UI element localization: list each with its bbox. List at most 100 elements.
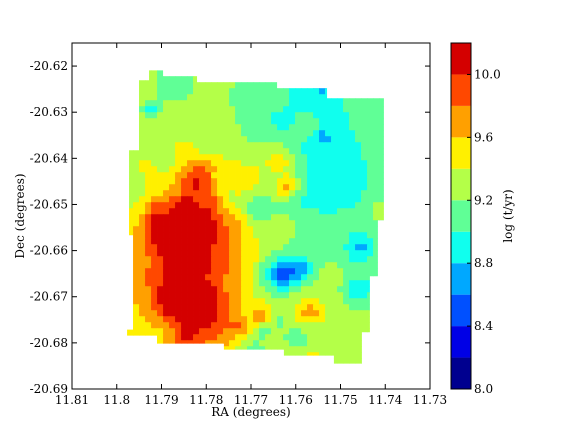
heatmap-cell <box>223 100 230 107</box>
heatmap-cell <box>367 130 374 137</box>
heatmap-cell <box>229 280 236 287</box>
heatmap-cell <box>373 220 380 227</box>
heatmap-cell <box>337 226 344 233</box>
heatmap-cell <box>349 244 356 251</box>
heatmap-cell <box>199 304 206 311</box>
heatmap-cell <box>157 100 164 107</box>
heatmap-cell <box>307 154 314 161</box>
heatmap-cell <box>361 154 368 161</box>
heatmap-cell <box>157 226 164 233</box>
heatmap-cell <box>145 94 152 101</box>
heatmap-cell <box>229 328 236 335</box>
heatmap-cell <box>205 280 212 287</box>
heatmap-cell <box>259 262 266 269</box>
heatmap-cell <box>151 292 158 299</box>
heatmap-cell <box>169 160 176 167</box>
heatmap-cell <box>247 106 254 113</box>
heatmap-cell <box>373 202 380 209</box>
heatmap-cell <box>349 298 356 305</box>
heatmap-cell <box>289 214 296 221</box>
heatmap-cell <box>331 232 338 239</box>
heatmap-cell <box>349 232 356 239</box>
heatmap-cell <box>163 250 170 257</box>
heatmap-cell <box>181 280 188 287</box>
heatmap-cell <box>145 88 152 95</box>
heatmap-cell <box>307 316 314 323</box>
heatmap-cell <box>187 88 194 95</box>
heatmap-cell <box>163 322 170 329</box>
heatmap-cell <box>187 238 194 245</box>
heatmap-cell <box>253 100 260 107</box>
heatmap-cell <box>319 310 326 317</box>
heatmap-cell <box>217 190 224 197</box>
heatmap-cell <box>307 334 314 341</box>
heatmap-cell <box>283 112 290 119</box>
heatmap-cell <box>247 142 254 149</box>
heatmap-cell <box>253 226 260 233</box>
heatmap-cell <box>337 340 344 347</box>
heatmap-cell <box>295 244 302 251</box>
y-tick-label: -20.63 <box>30 105 68 119</box>
heatmap-cell <box>337 202 344 209</box>
heatmap-cell <box>181 328 188 335</box>
heatmap-cell <box>199 202 206 209</box>
heatmap-cell <box>283 202 290 209</box>
y-tick-label: -20.64 <box>30 151 69 165</box>
heatmap-cell <box>127 328 134 335</box>
heatmap-cell <box>157 244 164 251</box>
heatmap-cell <box>319 166 326 173</box>
heatmap-cell <box>379 178 386 185</box>
heatmap-cell <box>211 328 218 335</box>
heatmap-cell <box>289 340 296 347</box>
heatmap-cell <box>379 100 386 107</box>
heatmap-cell <box>355 196 362 203</box>
heatmap-cell <box>187 262 194 269</box>
heatmap-cell <box>259 130 266 137</box>
heatmap-cell <box>325 196 332 203</box>
heatmap-cell <box>343 184 350 191</box>
heatmap-cell <box>205 136 212 143</box>
heatmap-cell <box>229 268 236 275</box>
heatmap-cell <box>211 232 218 239</box>
heatmap-cell <box>361 100 368 107</box>
heatmap-cell <box>199 94 206 101</box>
heatmap-cell <box>265 112 272 119</box>
heatmap-cell <box>361 148 368 155</box>
heatmap-cell <box>241 118 248 125</box>
heatmap-cell <box>181 88 188 95</box>
heatmap-cell <box>337 160 344 167</box>
heatmap-cell <box>295 310 302 317</box>
heatmap-cell <box>271 178 278 185</box>
heatmap-cell <box>259 124 266 131</box>
heatmap-cell <box>283 154 290 161</box>
heatmap-cell <box>229 190 236 197</box>
heatmap-cell <box>265 124 272 131</box>
heatmap-cell <box>193 178 200 185</box>
heatmap-cell <box>229 316 236 323</box>
heatmap-cell <box>337 268 344 275</box>
heatmap-cell <box>325 172 332 179</box>
heatmap-cell <box>235 196 242 203</box>
heatmap-cell <box>271 142 278 149</box>
heatmap-cell <box>211 322 218 329</box>
heatmap-cell <box>175 202 182 209</box>
heatmap-cell <box>355 298 362 305</box>
heatmap-cell <box>145 214 152 221</box>
heatmap-cell <box>283 286 290 293</box>
heatmap-cell <box>217 148 224 155</box>
heatmap-cell <box>277 184 284 191</box>
heatmap-cell <box>199 298 206 305</box>
heatmap-cell <box>331 322 338 329</box>
heatmap-cell <box>235 130 242 137</box>
heatmap-cell <box>253 172 260 179</box>
heatmap-cell <box>181 136 188 143</box>
heatmap-cell <box>187 334 194 341</box>
heatmap-cell <box>343 244 350 251</box>
heatmap-cell <box>343 220 350 227</box>
heatmap-cell <box>181 226 188 233</box>
heatmap-cell <box>175 184 182 191</box>
heatmap-cell <box>331 262 338 269</box>
heatmap-cell <box>181 310 188 317</box>
heatmap-cell <box>229 184 236 191</box>
heatmap-cell <box>247 148 254 155</box>
